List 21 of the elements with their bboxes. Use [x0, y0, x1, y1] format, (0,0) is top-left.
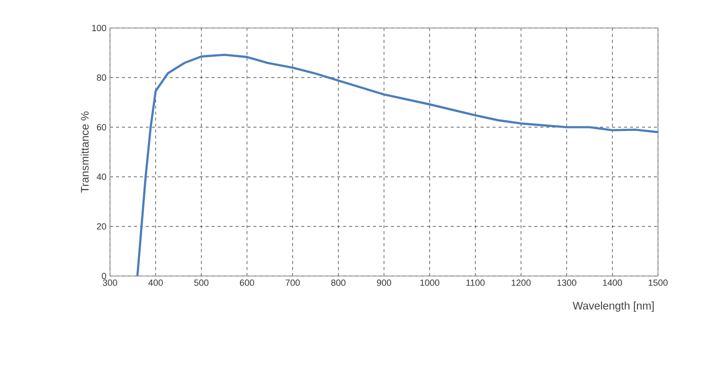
x-tick-label: 700	[286, 280, 300, 286]
x-tick-label: 800	[331, 280, 346, 286]
x-tick-label: 1100	[466, 280, 485, 286]
x-tick-label: 400	[148, 280, 163, 286]
y-tick-label: 40	[96, 174, 106, 180]
x-tick-label: 1000	[420, 280, 440, 286]
x-tick-label: 1300	[557, 280, 576, 286]
x-tick-label: 500	[194, 280, 208, 286]
x-tick-label: 1200	[512, 280, 531, 286]
y-axis-title: Transmittance %	[80, 112, 89, 193]
y-tick-label: 100	[92, 24, 106, 32]
y-tick-label: 20	[96, 223, 106, 230]
x-axis-title: Wavelength [nm]	[572, 302, 654, 312]
y-tick-label: 60	[96, 124, 106, 130]
y-tick-label: 80	[96, 74, 106, 81]
x-tick-label: 900	[376, 280, 392, 286]
x-tick-label: 300	[102, 280, 118, 286]
x-tick-label: 1500	[648, 280, 668, 286]
x-tick-label: 1400	[603, 280, 622, 286]
x-tick-label: 600	[240, 280, 254, 286]
y-tick-label: 0	[102, 272, 106, 280]
